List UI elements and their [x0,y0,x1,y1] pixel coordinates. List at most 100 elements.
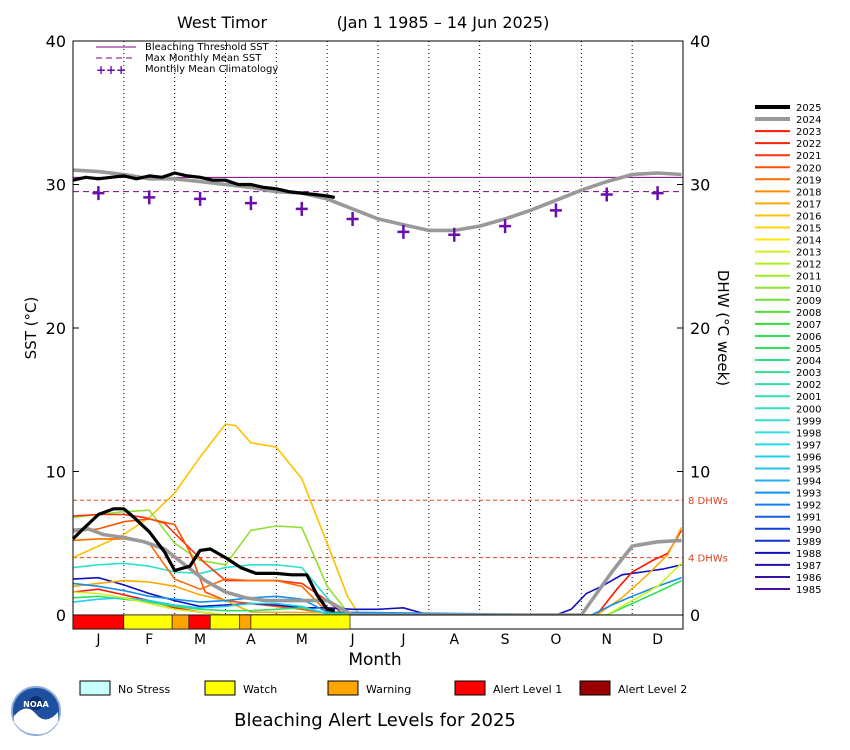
year-legend-label: 2021 [796,151,821,162]
x-tick-label: J [350,632,355,648]
year-legend-label: 1992 [796,501,821,512]
year-legend: 2025202420232022202120202019201820172016… [755,103,821,596]
dhw-threshold-label: 4 DHWs [688,554,728,565]
x-tick-label: O [550,632,561,648]
alert-legend-label: Watch [243,683,277,696]
year-legend-label: 2001 [796,392,821,403]
y-axis-left: 0 10 20 30 40 [46,32,79,625]
year-legend-label: 2008 [796,308,821,319]
climatology-markers [92,186,664,242]
alert-title: Bleaching Alert Levels for 2025 [234,710,516,731]
year-legend-label: 2015 [796,224,821,235]
alert-bar-segment [239,614,252,630]
y-tick-label-right: 0 [690,606,700,625]
sst-line-2025 [72,171,336,199]
alert-legend: No Stress Watch Warning Alert Level 1 Alert … [79,680,687,696]
climatology-marker [92,186,105,201]
y-axis-right: 0 10 20 30 40 [677,32,710,625]
x-tick-label: F [145,632,153,648]
year-legend-label: 1993 [796,489,821,500]
year-legend-label: 2024 [796,115,821,126]
year-legend-label: 2023 [796,127,821,138]
alert-bar-segment [123,614,173,630]
alert-bar [72,614,684,630]
year-legend-label: 1996 [796,452,821,463]
y-axis-label-right: DHW (°C week) [714,270,732,386]
chart-date-range: (Jan 1 1985 – 14 Jun 2025) [337,13,550,32]
alert-legend-label: Alert Level 2 [618,683,687,696]
year-legend-label: 1991 [796,513,821,524]
y-tick-label-right: 10 [690,463,710,482]
noaa-logo-text: NOAA [23,700,49,709]
x-tick-label: A [449,632,459,648]
dhw-line-2025 [71,507,336,613]
alert-legend-label: Warning [366,683,411,696]
year-legend-label: 2016 [796,211,821,222]
climatology-marker [448,227,461,242]
reference-lines: 8 DHWs 4 DHWs [73,176,728,565]
year-legend-label: 2022 [796,139,821,150]
alert-legend-swatch [204,680,236,696]
legend-label-threshold: Bleaching Threshold SST [145,42,270,53]
history-dhw-line-2016 [72,423,359,613]
alert-bar-segment [250,614,351,630]
y-tick-label-left: 40 [46,32,66,51]
x-tick-label: A [246,632,256,648]
year-legend-label: 2010 [796,284,821,295]
y-axis-label-left: SST (°C) [22,297,40,360]
x-tick-label: M [296,632,308,648]
y-tick-label-left: 20 [46,319,66,338]
history-dhw-line-2010 [72,509,349,613]
climatology-marker [499,219,512,234]
year-legend-label: 2004 [796,356,821,367]
y-tick-label-right: 40 [690,32,710,51]
x-tick-label: J [400,632,405,648]
year-legend-label: 1999 [796,416,821,427]
year-legend-label: 1987 [796,561,821,572]
year-legend-label: 2000 [796,404,821,415]
climatology-marker [295,201,308,216]
year-legend-label: 1995 [796,465,821,476]
alert-legend-swatch [79,680,111,696]
legend-label-max-mean: Max Monthly Mean SST [145,53,262,64]
noaa-logo: NOAA [11,686,61,736]
year-legend-label: 2018 [796,187,821,198]
history-dhw-line-2019 [72,538,328,613]
chart-title: West Timor [177,13,268,32]
year-legend-label: 1990 [796,525,821,536]
year-legend-label: 1997 [796,440,821,451]
year-legend-label: 2014 [796,236,821,247]
legend-swatch-climatology: +++ [96,63,126,77]
year-legend-label: 2019 [796,175,821,186]
climatology-marker [600,187,613,202]
year-legend-label: 1998 [796,428,821,439]
history-dhw-line-2021 [72,513,343,615]
dhw-threshold-label: 8 DHWs [688,496,728,507]
y-tick-label-left: 10 [46,463,66,482]
x-tick-label: M [194,632,206,648]
alert-bar-segment [72,614,125,630]
history-series [72,423,683,616]
dhw-line-2024 [72,527,682,617]
year-legend-label: 1989 [796,537,821,548]
x-axis-label: Month [348,650,401,670]
year-legend-label: 2025 [796,103,821,114]
history-dhw-line-2013 [72,562,683,616]
year-legend-label: 2009 [796,296,821,307]
x-tick-label: S [501,632,510,648]
alert-legend-swatch [327,680,359,696]
highlight-series [71,168,682,617]
year-legend-label: 2011 [796,272,821,283]
x-tick-label: D [652,632,663,648]
year-legend-label: 2020 [796,163,821,174]
alert-legend-swatch [579,680,611,696]
year-legend-label: 1985 [796,585,821,596]
alert-legend-label: No Stress [118,683,171,696]
year-legend-label: 2005 [796,344,821,355]
climatology-marker [651,186,664,201]
climatology-marker [397,224,410,239]
history-dhw-line-1995 [72,596,328,615]
x-tick-label: N [602,632,612,648]
y-tick-label-right: 20 [690,319,710,338]
